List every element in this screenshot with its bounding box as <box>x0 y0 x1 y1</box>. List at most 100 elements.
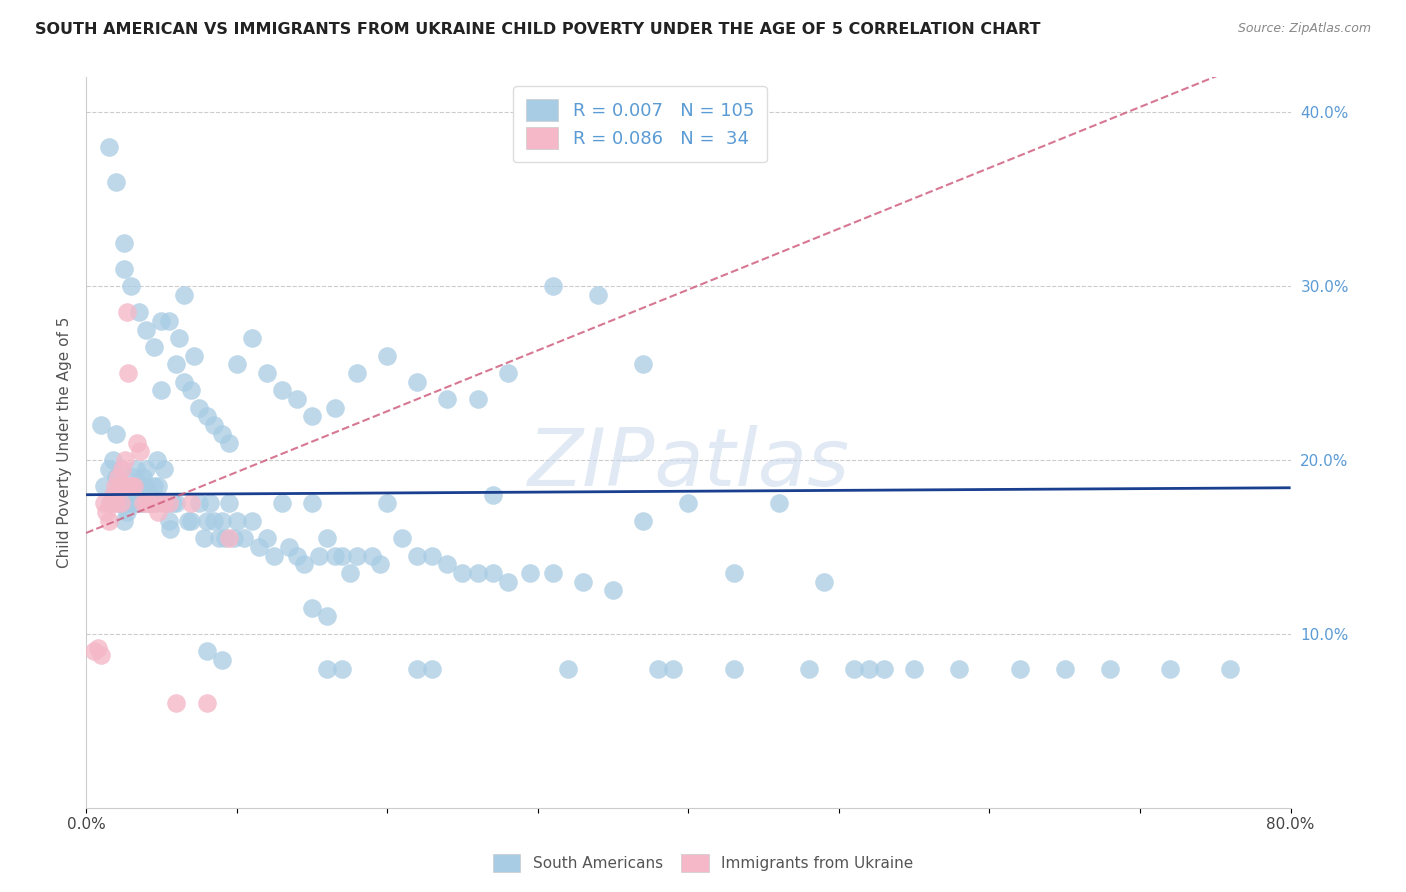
Point <box>112 479 135 493</box>
Point <box>858 662 880 676</box>
Point <box>240 331 263 345</box>
Point <box>256 366 278 380</box>
Point <box>157 514 180 528</box>
Point <box>93 496 115 510</box>
Point <box>165 496 187 510</box>
Point <box>301 409 323 424</box>
Point <box>481 488 503 502</box>
Point <box>138 488 160 502</box>
Point <box>107 470 129 484</box>
Point <box>240 514 263 528</box>
Point <box>114 496 136 510</box>
Point <box>406 662 429 676</box>
Point <box>105 470 128 484</box>
Point <box>148 479 170 493</box>
Point <box>94 505 117 519</box>
Y-axis label: Child Poverty Under the Age of 5: Child Poverty Under the Age of 5 <box>58 317 72 568</box>
Point <box>406 549 429 563</box>
Point <box>108 479 131 493</box>
Point <box>127 435 149 450</box>
Point <box>157 496 180 510</box>
Point <box>301 496 323 510</box>
Point <box>519 566 541 580</box>
Point <box>112 235 135 250</box>
Point <box>98 496 121 510</box>
Legend: R = 0.007   N = 105, R = 0.086   N =  34: R = 0.007 N = 105, R = 0.086 N = 34 <box>513 87 766 162</box>
Point <box>541 566 564 580</box>
Point <box>118 479 141 493</box>
Point <box>195 409 218 424</box>
Point <box>436 558 458 572</box>
Point <box>188 496 211 510</box>
Point <box>107 496 129 510</box>
Point <box>138 496 160 510</box>
Point <box>180 514 202 528</box>
Point <box>121 470 143 484</box>
Point <box>108 479 131 493</box>
Point <box>195 514 218 528</box>
Point <box>152 496 174 510</box>
Point <box>1008 662 1031 676</box>
Point <box>115 305 138 319</box>
Point <box>97 514 120 528</box>
Point <box>451 566 474 580</box>
Point <box>256 531 278 545</box>
Point <box>797 662 820 676</box>
Point <box>406 375 429 389</box>
Point <box>467 566 489 580</box>
Point <box>131 496 153 510</box>
Point <box>211 514 233 528</box>
Point <box>1098 662 1121 676</box>
Point <box>308 549 330 563</box>
Point <box>134 479 156 493</box>
Point <box>496 366 519 380</box>
Point <box>391 531 413 545</box>
Point <box>202 514 225 528</box>
Point <box>903 662 925 676</box>
Point <box>110 496 132 510</box>
Point <box>361 549 384 563</box>
Legend: South Americans, Immigrants from Ukraine: South Americans, Immigrants from Ukraine <box>485 846 921 880</box>
Point <box>180 384 202 398</box>
Point <box>586 287 609 301</box>
Point <box>153 461 176 475</box>
Point <box>467 392 489 406</box>
Point <box>120 479 142 493</box>
Point <box>270 496 292 510</box>
Point <box>132 470 155 484</box>
Point <box>90 648 112 662</box>
Point <box>270 384 292 398</box>
Point <box>316 531 339 545</box>
Point <box>195 697 218 711</box>
Point <box>142 479 165 493</box>
Point <box>218 435 240 450</box>
Point <box>723 566 745 580</box>
Point <box>723 662 745 676</box>
Point <box>173 287 195 301</box>
Point <box>631 514 654 528</box>
Point <box>128 305 150 319</box>
Point <box>114 453 136 467</box>
Point <box>157 314 180 328</box>
Point <box>496 574 519 589</box>
Point <box>148 505 170 519</box>
Point <box>285 392 308 406</box>
Point <box>1219 662 1241 676</box>
Point <box>159 523 181 537</box>
Point <box>117 366 139 380</box>
Point <box>222 531 245 545</box>
Point <box>112 261 135 276</box>
Point <box>83 644 105 658</box>
Point <box>118 488 141 502</box>
Point <box>316 662 339 676</box>
Point <box>143 496 166 510</box>
Point <box>117 496 139 510</box>
Point <box>193 531 215 545</box>
Point <box>202 418 225 433</box>
Point <box>211 653 233 667</box>
Point <box>150 314 173 328</box>
Point <box>98 496 121 510</box>
Point <box>135 496 157 510</box>
Point <box>129 479 152 493</box>
Text: SOUTH AMERICAN VS IMMIGRANTS FROM UKRAINE CHILD POVERTY UNDER THE AGE OF 5 CORRE: SOUTH AMERICAN VS IMMIGRANTS FROM UKRAIN… <box>35 22 1040 37</box>
